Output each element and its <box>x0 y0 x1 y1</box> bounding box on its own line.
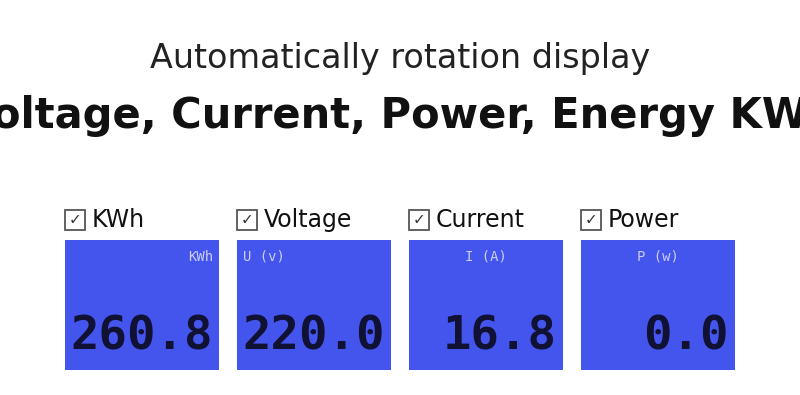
Text: I (A): I (A) <box>465 250 507 264</box>
Text: ✓: ✓ <box>585 213 598 228</box>
Bar <box>65 210 85 230</box>
Text: 260.8: 260.8 <box>70 315 213 360</box>
Text: KWh: KWh <box>92 208 145 232</box>
Text: Current: Current <box>436 208 525 232</box>
Text: P (w): P (w) <box>637 250 679 264</box>
Bar <box>581 210 601 230</box>
Text: KWh: KWh <box>188 250 213 264</box>
Bar <box>581 240 735 370</box>
Text: U (v): U (v) <box>243 250 285 264</box>
Text: 0.0: 0.0 <box>643 315 729 360</box>
Text: Voltage, Current, Power, Energy KWh: Voltage, Current, Power, Energy KWh <box>0 95 800 137</box>
Bar <box>409 210 429 230</box>
Text: Voltage: Voltage <box>264 208 352 232</box>
Text: Power: Power <box>608 208 679 232</box>
Bar <box>237 210 257 230</box>
Text: Automatically rotation display: Automatically rotation display <box>150 42 650 75</box>
Bar <box>65 240 219 370</box>
Bar <box>409 240 563 370</box>
Text: ✓: ✓ <box>413 213 426 228</box>
Text: ✓: ✓ <box>241 213 254 228</box>
Text: 16.8: 16.8 <box>443 315 557 360</box>
Text: 220.0: 220.0 <box>242 315 385 360</box>
Text: ✓: ✓ <box>69 213 82 228</box>
Bar <box>237 240 391 370</box>
